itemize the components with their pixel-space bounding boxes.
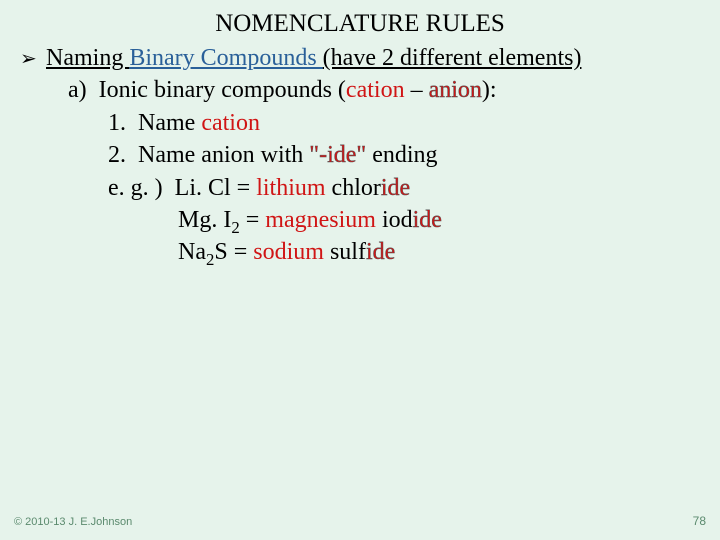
example-2: Mg. I2 = magnesium iodide (20, 204, 700, 236)
bullet-heading-row: ➢ Naming Binary Compounds (have 2 differ… (20, 42, 700, 74)
anion-word: anion (429, 77, 482, 103)
eg2-sub: 2 (231, 218, 239, 237)
page-number: 78 (693, 514, 706, 528)
eg1-cation: lithium (256, 175, 325, 201)
line-a: a) Ionic binary compounds (cation – anio… (20, 74, 700, 106)
eg2-mid: iod (376, 207, 413, 233)
eg3-mid: sulf (324, 239, 366, 265)
step2-pre: 2. Name anion with (108, 142, 309, 168)
eg-label: e. g. ) (108, 175, 175, 201)
step1-pre: 1. Name (108, 110, 201, 136)
eg3-ide: ide (366, 239, 395, 265)
example-3: Na2S = sodium sulfide (20, 236, 700, 268)
eg1-formula: Li. Cl = (175, 175, 257, 201)
slide: NOMENCLATURE RULES ➢ Naming Binary Compo… (0, 0, 720, 540)
eg1-mid: chlor (326, 175, 381, 201)
step2-post: ending (366, 142, 437, 168)
line-a-dash: – (405, 77, 429, 103)
step1-cation: cation (201, 110, 260, 136)
eg3-b: S = (214, 239, 253, 265)
copyright-footer: © 2010-13 J. E.Johnson (14, 516, 132, 528)
step-1: 1. Name cation (20, 107, 700, 139)
eg2-a: Mg. I (178, 207, 231, 233)
eg2-cation: magnesium (265, 207, 376, 233)
line-a-pre: a) Ionic binary compounds ( (68, 77, 346, 103)
eg3-cation: sodium (253, 239, 324, 265)
eg3-a: Na (178, 239, 206, 265)
heading-link[interactable]: Binary Compounds (129, 45, 322, 71)
bullet-heading: Naming Binary Compounds (have 2 differen… (46, 42, 581, 74)
heading-pre: Naming (46, 45, 129, 71)
cation-word: cation (346, 77, 405, 103)
step-2: 2. Name anion with "-ide" ending (20, 139, 700, 171)
slide-body: ➢ Naming Binary Compounds (have 2 differ… (20, 42, 700, 269)
heading-post: (have 2 different elements) (323, 45, 582, 71)
step2-ide: "-ide" (309, 142, 366, 168)
line-a-post: ): (482, 77, 497, 103)
eg2-eq: = (240, 207, 266, 233)
eg2-ide: ide (413, 207, 442, 233)
chevron-icon: ➢ (20, 46, 46, 73)
example-1: e. g. ) Li. Cl = lithium chloride (20, 172, 700, 204)
slide-title: NOMENCLATURE RULES (20, 10, 700, 38)
eg1-ide: ide (381, 175, 410, 201)
